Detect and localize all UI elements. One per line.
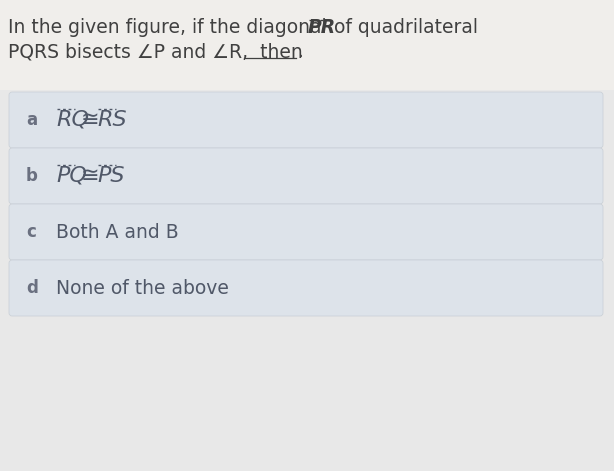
Text: c: c [26,223,36,241]
Text: PS: PS [97,166,125,186]
FancyBboxPatch shape [9,260,603,316]
Text: a: a [26,111,37,129]
FancyBboxPatch shape [9,204,603,260]
Text: ≅: ≅ [81,110,99,130]
Text: b: b [26,167,38,185]
Text: of quadrilateral: of quadrilateral [334,18,478,37]
Text: None of the above: None of the above [56,278,229,298]
Text: ≅: ≅ [81,166,99,186]
Text: d: d [26,279,38,297]
Bar [0,0,614,90]
Text: PQ: PQ [56,166,87,186]
Text: PQRS bisects ∠P and ∠R,  then: PQRS bisects ∠P and ∠R, then [8,42,303,61]
Text: Both A and B: Both A and B [56,222,179,242]
Text: RS: RS [97,110,126,130]
FancyBboxPatch shape [9,92,603,148]
Text: In the given figure, if the diagonal: In the given figure, if the diagonal [8,18,327,37]
FancyBboxPatch shape [9,148,603,204]
Text: PR: PR [308,18,336,37]
Text: RQ: RQ [56,110,89,130]
Text: .: . [298,42,304,61]
